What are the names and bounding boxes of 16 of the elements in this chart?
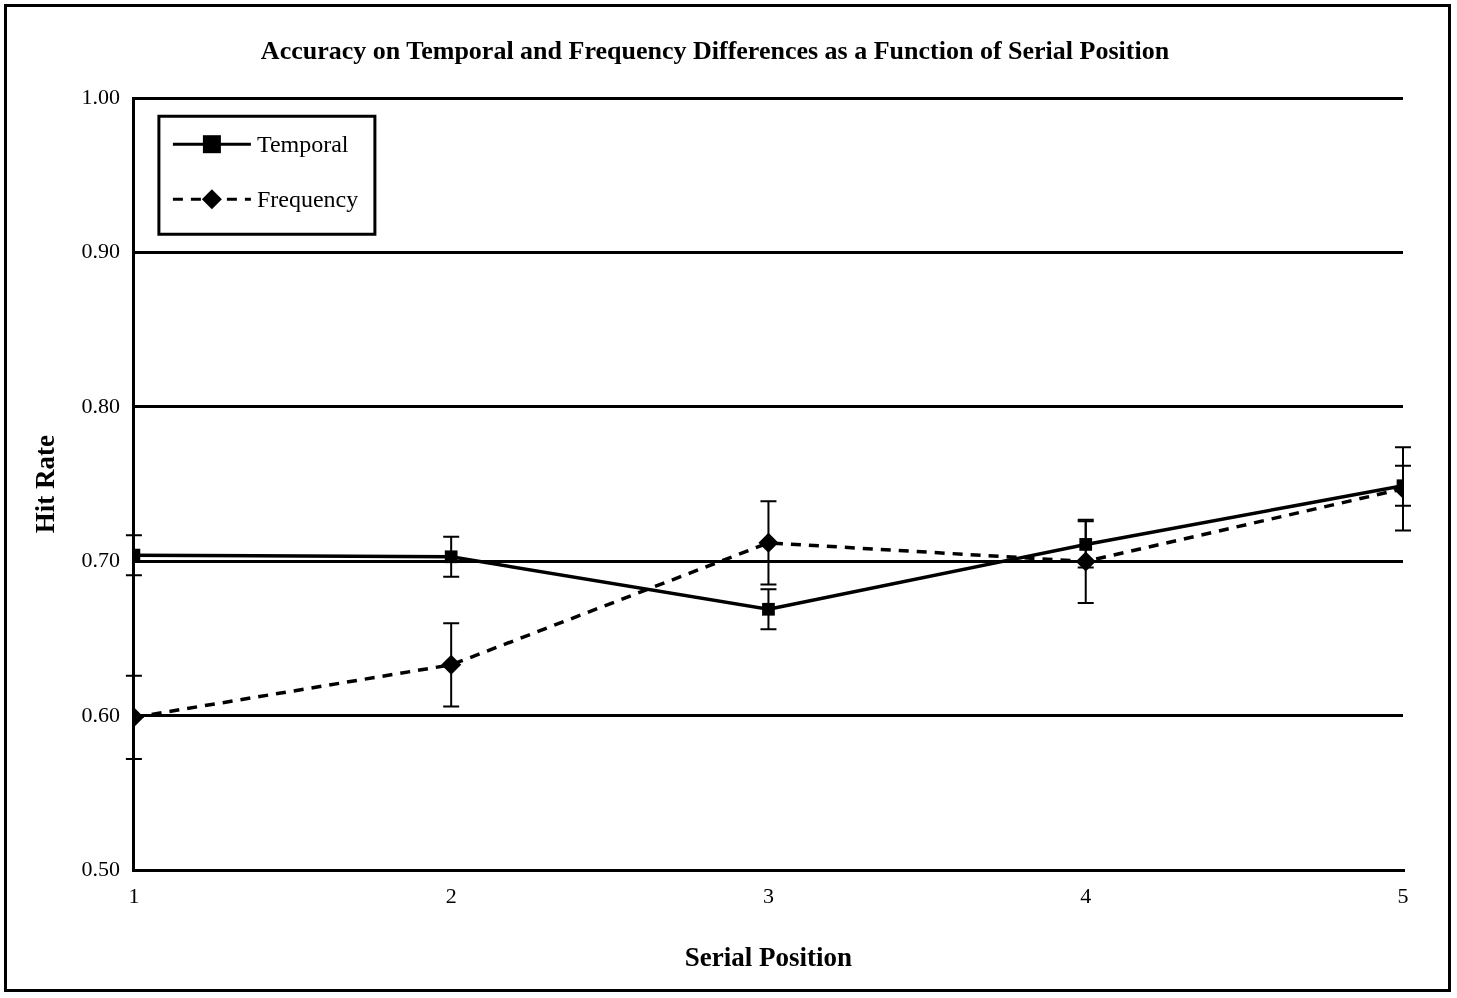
x-tick-label: 3: [762, 883, 774, 909]
y-tick-label: 0.70: [81, 547, 120, 573]
y-axis-title: Hit Rate: [30, 435, 61, 534]
y-tick-label: 0.80: [81, 392, 120, 418]
chart-title: Accuracy on Temporal and Frequency Differences as a Function of Serial Position: [260, 36, 1170, 66]
y-tick-label: 1.00: [81, 83, 120, 109]
legend-label: Frequency: [256, 186, 359, 213]
x-axis-title: Serial Position: [684, 941, 853, 972]
x-tick-label: 4: [1080, 883, 1092, 909]
x-tick-label: 5: [1397, 883, 1409, 909]
y-tick-label: 0.50: [81, 855, 120, 881]
x-tick-label: 2: [445, 883, 457, 909]
y-tick-label: 0.90: [81, 238, 120, 264]
y-tick-label: 0.60: [81, 701, 120, 727]
x-tick-label: 1: [128, 883, 140, 909]
legend-label: Temporal: [256, 131, 349, 158]
